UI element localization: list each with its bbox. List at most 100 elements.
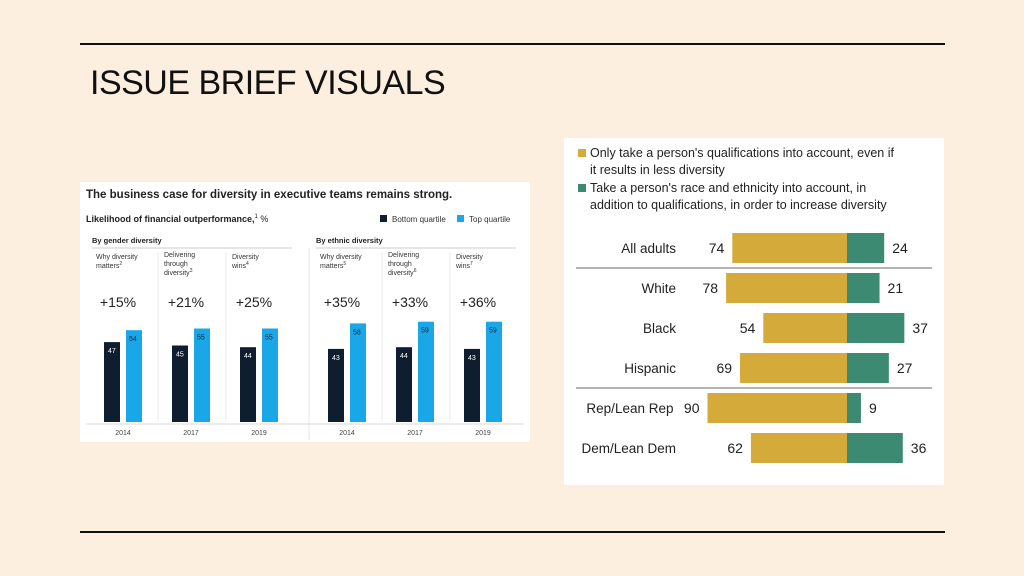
bar-bottom-quartile bbox=[240, 347, 256, 422]
group-label-line: diversity6 bbox=[388, 268, 417, 277]
group-label-line: diversity3 bbox=[164, 268, 193, 277]
category-label: Hispanic bbox=[624, 361, 676, 376]
bar-value-top-quartile: 55 bbox=[197, 335, 205, 342]
bar-top-quartile bbox=[262, 328, 278, 422]
group-label-line: Why diversity bbox=[320, 254, 362, 261]
bar-qualifications-only bbox=[763, 313, 847, 343]
bar-race-ethnicity bbox=[847, 353, 889, 383]
legend-swatch-top-quartile bbox=[457, 215, 464, 222]
hiring-preference-chart: Only take a person's qualifications into… bbox=[564, 138, 944, 485]
value-race-ethnicity: 24 bbox=[892, 240, 908, 256]
panel-heading: By gender diversity bbox=[92, 236, 162, 245]
value-qualifications-only: 54 bbox=[740, 320, 756, 336]
category-label: Rep/Lean Rep bbox=[586, 401, 673, 416]
value-qualifications-only: 62 bbox=[727, 440, 743, 456]
slide-title: ISSUE BRIEF VISUALS bbox=[90, 64, 446, 102]
subtitle-footnote: 1 bbox=[255, 214, 259, 220]
bar-qualifications-only bbox=[707, 393, 847, 423]
group-label-line: Diversity bbox=[456, 254, 483, 261]
year-label: 2017 bbox=[407, 430, 423, 437]
bar-bottom-quartile bbox=[464, 348, 480, 422]
legend-label-line: Only take a person's qualifications into… bbox=[590, 146, 894, 160]
bar-race-ethnicity bbox=[847, 233, 885, 263]
delta-label: +33% bbox=[392, 294, 428, 310]
group-label-line: matters5 bbox=[320, 261, 346, 270]
legend-swatch-1 bbox=[578, 184, 586, 192]
value-qualifications-only: 69 bbox=[716, 360, 732, 376]
bottom-divider bbox=[80, 531, 945, 533]
bar-top-quartile bbox=[194, 328, 210, 422]
legend-label-line: it results in less diversity bbox=[590, 163, 726, 177]
group-label-line: through bbox=[164, 261, 188, 268]
value-race-ethnicity: 36 bbox=[911, 440, 927, 456]
year-label: 2019 bbox=[251, 430, 267, 437]
bar-value-top-quartile: 59 bbox=[421, 328, 429, 335]
bar-qualifications-only bbox=[732, 233, 847, 263]
group-label-line: wins7 bbox=[455, 261, 473, 270]
value-race-ethnicity: 21 bbox=[888, 280, 904, 296]
value-qualifications-only: 90 bbox=[684, 400, 700, 416]
year-label: 2014 bbox=[115, 430, 131, 437]
bar-bottom-quartile bbox=[104, 342, 120, 422]
value-qualifications-only: 74 bbox=[709, 240, 725, 256]
delta-label: +21% bbox=[168, 294, 204, 310]
year-label: 2019 bbox=[475, 430, 491, 437]
bar-value-top-quartile: 54 bbox=[129, 336, 137, 343]
bar-bottom-quartile bbox=[396, 347, 412, 422]
category-label: All adults bbox=[621, 241, 676, 256]
bar-top-quartile bbox=[126, 330, 142, 422]
bar-value-bottom-quartile: 44 bbox=[244, 353, 252, 360]
bar-value-bottom-quartile: 47 bbox=[108, 348, 116, 355]
top-divider bbox=[80, 43, 945, 45]
group-label-line: wins4 bbox=[231, 261, 249, 270]
group-label-line: Delivering bbox=[164, 252, 195, 259]
legend-swatch-0 bbox=[578, 149, 586, 157]
bar-bottom-quartile bbox=[328, 348, 344, 422]
diversity-outperformance-chart: The business case for diversity in execu… bbox=[80, 182, 530, 442]
category-label: Black bbox=[643, 321, 676, 336]
value-race-ethnicity: 27 bbox=[897, 360, 913, 376]
hiring-preference-svg: Only take a person's qualifications into… bbox=[576, 146, 932, 463]
panel-heading: By ethnic diversity bbox=[316, 236, 384, 245]
value-race-ethnicity: 37 bbox=[912, 320, 928, 336]
bar-race-ethnicity bbox=[847, 273, 880, 303]
bar-qualifications-only bbox=[740, 353, 847, 383]
group-label-footnote: 3 bbox=[190, 268, 193, 274]
bar-bottom-quartile bbox=[172, 345, 188, 422]
value-race-ethnicity: 9 bbox=[869, 400, 877, 416]
bar-value-bottom-quartile: 43 bbox=[468, 355, 476, 362]
group-label-footnote: 5 bbox=[343, 261, 346, 267]
group-label-line: through bbox=[388, 261, 412, 268]
chart-subtitle: Likelihood of financial outperformance,1… bbox=[86, 214, 268, 224]
group-label-line: Diversity bbox=[232, 254, 259, 261]
legend-label-top-quartile: Top quartile bbox=[469, 215, 511, 224]
bar-value-top-quartile: 59 bbox=[489, 328, 497, 335]
year-label: 2014 bbox=[339, 430, 355, 437]
category-label: White bbox=[641, 281, 676, 296]
bar-qualifications-only bbox=[726, 273, 847, 303]
group-label-line: Why diversity bbox=[96, 254, 138, 261]
subtitle-unit: % bbox=[258, 214, 269, 224]
chart-title: The business case for diversity in execu… bbox=[86, 189, 452, 201]
legend-label-line: Take a person's race and ethnicity into … bbox=[590, 181, 866, 195]
bar-value-bottom-quartile: 45 bbox=[176, 352, 184, 359]
bar-value-bottom-quartile: 43 bbox=[332, 355, 340, 362]
bar-top-quartile bbox=[418, 321, 434, 422]
diversity-outperformance-svg: The business case for diversity in execu… bbox=[86, 189, 524, 440]
group-label-footnote: 4 bbox=[246, 261, 249, 267]
bar-top-quartile bbox=[486, 321, 502, 422]
bar-value-top-quartile: 55 bbox=[265, 335, 273, 342]
group-label-line: matters2 bbox=[96, 261, 122, 270]
legend-label-line: addition to qualifications, in order to … bbox=[590, 198, 887, 212]
bar-race-ethnicity bbox=[847, 433, 903, 463]
year-label: 2017 bbox=[183, 430, 199, 437]
bar-race-ethnicity bbox=[847, 313, 905, 343]
legend-swatch-bottom-quartile bbox=[380, 215, 387, 222]
delta-label: +36% bbox=[460, 294, 496, 310]
category-label: Dem/Lean Dem bbox=[581, 441, 676, 456]
group-label-footnote: 7 bbox=[470, 261, 473, 267]
bar-value-top-quartile: 58 bbox=[353, 329, 361, 336]
value-qualifications-only: 78 bbox=[703, 280, 719, 296]
group-label-line: Delivering bbox=[388, 252, 419, 259]
bar-value-bottom-quartile: 44 bbox=[400, 353, 408, 360]
